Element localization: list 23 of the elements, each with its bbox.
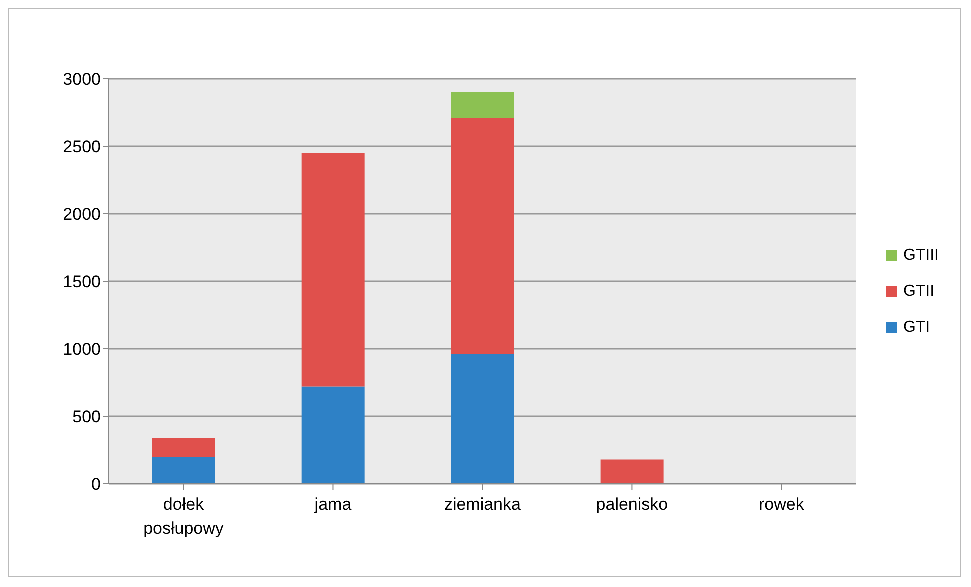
bar bbox=[451, 354, 514, 484]
y-tick-label: 1500 bbox=[63, 272, 101, 292]
y-tick-label: 0 bbox=[92, 475, 101, 494]
y-tick-label: 500 bbox=[72, 408, 101, 427]
bar bbox=[152, 438, 216, 457]
x-tick-label: palenisko bbox=[596, 495, 668, 514]
y-tick-label: 1000 bbox=[63, 340, 101, 360]
bar bbox=[451, 92, 514, 118]
bar bbox=[152, 457, 216, 484]
y-tick-label: 3000 bbox=[63, 70, 101, 90]
x-tick-label: ziemianka bbox=[444, 495, 522, 514]
legend-label: GTII bbox=[903, 282, 935, 300]
y-tick-label: 2000 bbox=[63, 205, 101, 224]
legend-label: GTI bbox=[903, 318, 930, 336]
x-tick-label: jama bbox=[314, 495, 352, 514]
bar bbox=[600, 460, 664, 484]
legend-label: GTIII bbox=[903, 246, 939, 264]
y-tick-label: 2500 bbox=[63, 138, 101, 157]
x-tick-label: rowek bbox=[759, 495, 805, 514]
bar bbox=[302, 153, 365, 387]
x-tick-label: dołek posłupowy bbox=[144, 495, 224, 538]
bar bbox=[451, 118, 514, 354]
bar bbox=[302, 386, 365, 484]
